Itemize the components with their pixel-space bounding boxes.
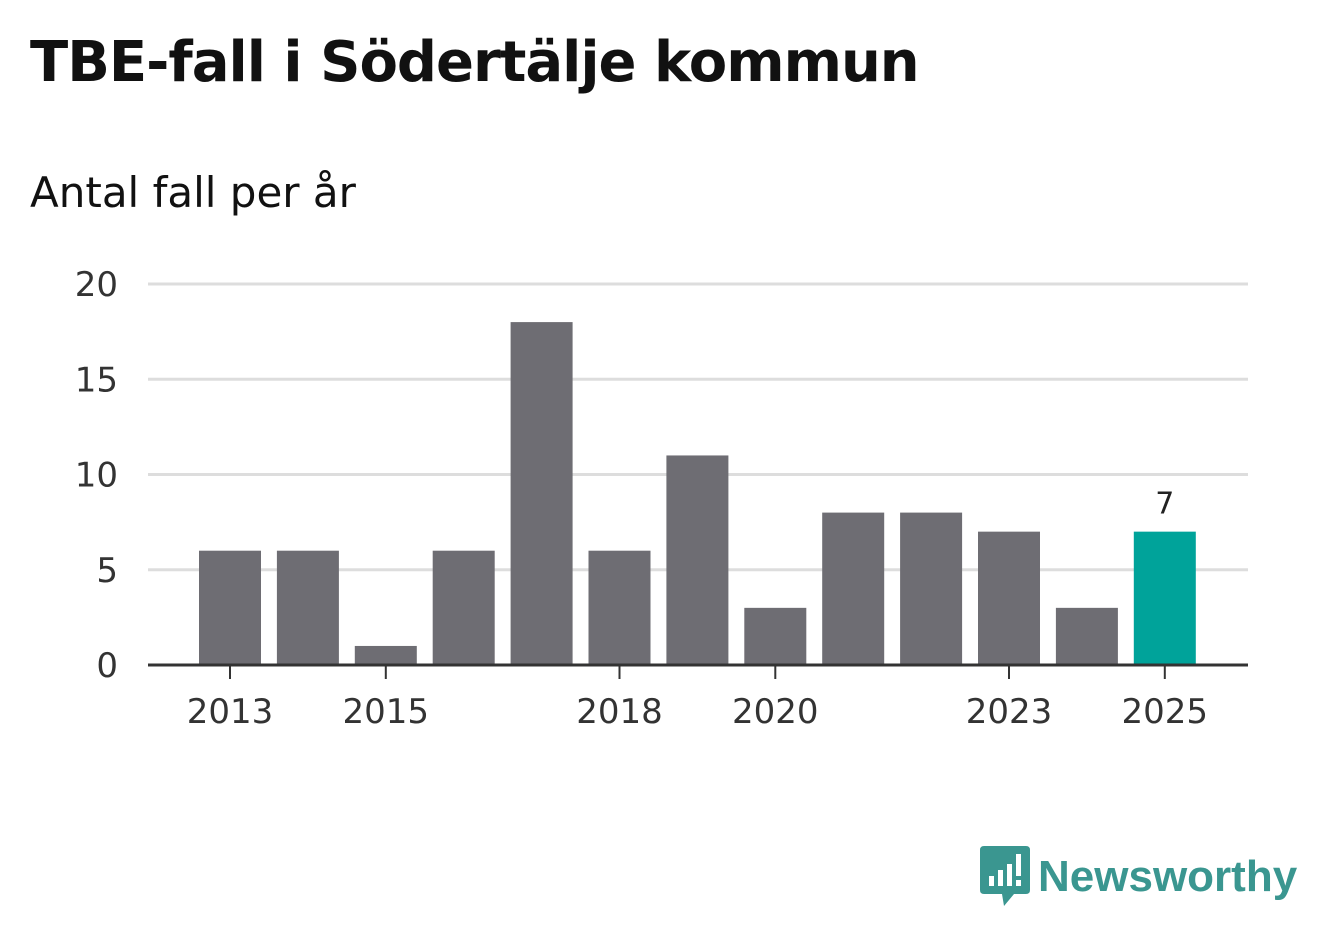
bar-2013 xyxy=(199,550,261,665)
brand-logo: Newsworthy xyxy=(980,846,1297,908)
bar-2021 xyxy=(822,512,885,665)
newsworthy-logo-icon xyxy=(980,846,1030,906)
bar-2016 xyxy=(432,550,495,665)
bar-2023 xyxy=(978,531,1040,665)
x-tick-label-2015: 2015 xyxy=(343,692,430,732)
bars xyxy=(199,322,1196,665)
bar-2022 xyxy=(900,512,963,665)
brand-name: Newsworthy xyxy=(1038,852,1298,901)
x-tick-label-2023: 2023 xyxy=(966,692,1053,732)
chart-title: TBE-fall i Södertälje kommun xyxy=(30,30,920,95)
y-tick-label-20: 20 xyxy=(75,265,118,305)
chart-subtitle: Antal fall per år xyxy=(30,168,356,217)
labels: 0 5 10 15 20 2013 2015 2018 2020 2023 2025 7 xyxy=(75,265,1208,732)
x-axis xyxy=(148,663,1248,679)
bar-2025 xyxy=(1133,531,1196,665)
bar-2019 xyxy=(666,455,729,665)
data-label-2025: 7 xyxy=(1155,487,1174,522)
y-tick-label-15: 15 xyxy=(75,360,118,400)
x-tick-label-2013: 2013 xyxy=(187,692,274,732)
bar-2014 xyxy=(276,550,339,665)
y-tick-label-10: 10 xyxy=(75,456,118,496)
x-tick-label-2018: 2018 xyxy=(576,692,663,732)
bar-2020 xyxy=(744,607,807,665)
bar-2024 xyxy=(1055,607,1118,665)
bar-2017 xyxy=(510,322,573,665)
x-tick-label-2025: 2025 xyxy=(1122,692,1209,732)
bar-2018 xyxy=(588,550,651,665)
y-tick-label-0: 0 xyxy=(96,646,118,686)
bar-2015 xyxy=(354,645,417,665)
y-tick-label-5: 5 xyxy=(96,551,118,591)
x-tick-label-2020: 2020 xyxy=(732,692,819,732)
